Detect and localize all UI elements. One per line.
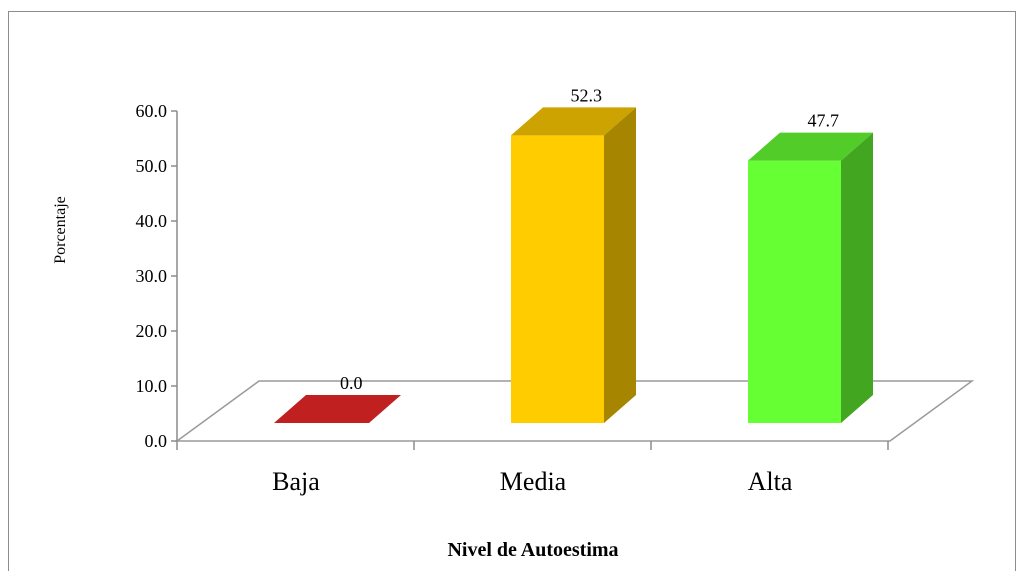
x-tick-label: Media — [500, 467, 567, 496]
bar-side — [604, 107, 636, 423]
bar-front — [511, 135, 604, 423]
y-axis-label: Porcentaje — [52, 196, 69, 264]
data-label: 52.3 — [571, 85, 603, 105]
x-tick-label: Alta — [748, 467, 793, 496]
x-axis-label: Nivel de Autoestima — [447, 539, 618, 561]
data-labels: 0.0 52.3 47.7 — [340, 85, 839, 393]
data-label: 0.0 — [340, 373, 363, 393]
y-tick-label: 60.0 — [136, 101, 168, 121]
y-tick-label: 0.0 — [145, 431, 168, 451]
x-tick-label: Baja — [272, 467, 320, 496]
bar-baja — [274, 395, 401, 423]
y-tick-label: 20.0 — [136, 321, 168, 341]
x-axis: Baja Media Alta — [176, 441, 889, 496]
y-tick-label: 30.0 — [136, 266, 168, 286]
data-label: 47.7 — [808, 111, 840, 131]
y-tick-label: 10.0 — [136, 376, 168, 396]
bar-top — [274, 395, 401, 423]
bar-side — [841, 132, 873, 423]
y-axis: 0.0 10.0 20.0 30.0 40.0 50.0 60.0 — [136, 101, 178, 451]
bar-top — [748, 132, 873, 161]
bar-top — [511, 107, 636, 136]
bar-alta — [748, 132, 873, 423]
y-tick-label: 40.0 — [136, 211, 168, 231]
y-tick-label: 50.0 — [136, 156, 168, 176]
bar-media — [511, 107, 636, 423]
bars — [274, 107, 873, 423]
bar-front — [748, 160, 841, 423]
